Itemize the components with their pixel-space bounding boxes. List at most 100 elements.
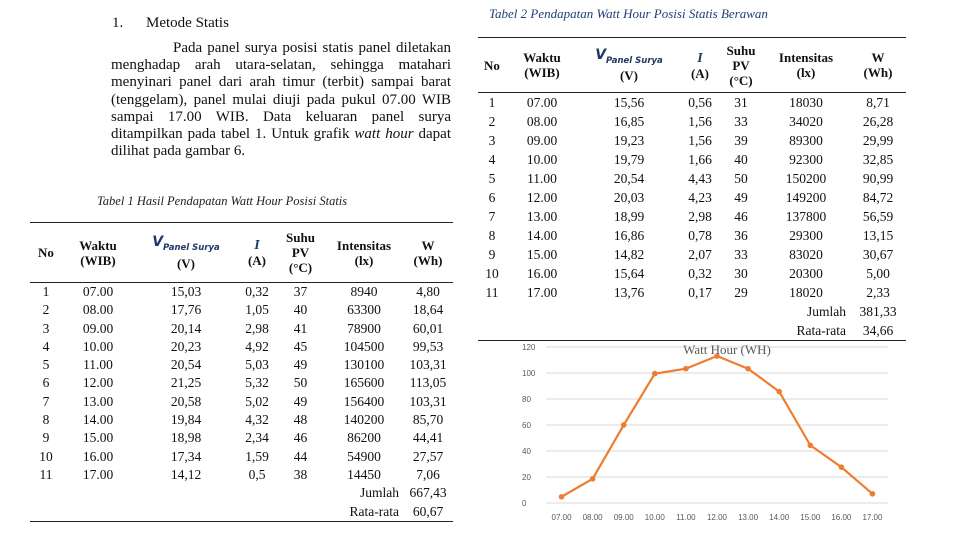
table2-header-voltage: VPanel Surya (V): [578, 37, 680, 93]
table-cell: 11: [39, 466, 53, 482]
table-cell: 39: [734, 133, 748, 148]
x-tick-label: 15.00: [800, 513, 821, 522]
table-cell: 4: [488, 152, 496, 167]
table-row: 5 11.00 20,54 5,03 49 130100 103,31: [30, 356, 453, 374]
table-cell: 10.00: [82, 338, 114, 354]
paragraph-text-2: dapat dilihat pada gambar 6.: [111, 126, 452, 160]
table-cell: 49: [734, 190, 748, 205]
body-paragraph: Pada panel surya posisi statis panel dil…: [111, 40, 451, 160]
data-point: [745, 365, 751, 372]
table-cell: 11.00: [83, 357, 113, 373]
table-cell: 0,56: [688, 95, 712, 110]
table-cell: 10.00: [526, 152, 558, 167]
table-cell: 2,98: [688, 209, 712, 224]
table-cell: 16,86: [613, 228, 645, 243]
table-cell: 11.00: [527, 171, 557, 186]
table-cell: 09.00: [82, 320, 114, 336]
table-cell: 165600: [343, 375, 385, 391]
table-cell: 50: [734, 171, 748, 186]
table-cell: 18030: [789, 95, 823, 110]
table-cell: 16,85: [613, 114, 645, 129]
table-cell: 15.00: [82, 430, 114, 446]
table-cell: 85,70: [412, 412, 444, 428]
table-cell: 0,32: [245, 284, 269, 299]
data-point: [652, 370, 658, 377]
table-cell: 7: [488, 209, 496, 224]
table-cell: 49: [293, 393, 308, 409]
table-cell: 7: [42, 393, 50, 409]
table-cell: 2: [42, 302, 50, 318]
table-row: 5 11.00 20,54 4,43 50 150200 90,99: [478, 169, 906, 188]
table-cell: 17,34: [170, 448, 202, 464]
table-cell: 1: [488, 95, 496, 110]
table-cell: 46: [734, 209, 748, 224]
table-row: 1 07.00 15,03 0,32 37 8940 4,80: [30, 283, 453, 302]
x-tick-label: 09.00: [614, 513, 635, 522]
table-cell: 13.00: [526, 209, 558, 224]
table-cell: 4,23: [688, 190, 712, 205]
table-cell: 103,31: [409, 393, 447, 409]
table-cell: 2,33: [866, 285, 890, 300]
table2: No Waktu (WIB) VPanel Surya (V) I (A) Suhu P…: [478, 37, 906, 341]
table-row: 3 09.00 19,23 1,56 39 89300 29,99: [478, 131, 906, 150]
table-cell: 11: [485, 285, 499, 300]
table-cell: 17.00: [526, 285, 558, 300]
table-cell: 15,03: [170, 284, 202, 299]
table-cell: 13.00: [82, 393, 114, 409]
table-cell: 63300: [347, 302, 381, 318]
table-row: 2 08.00 16,85 1,56 33 34020 26,28: [478, 112, 906, 131]
table-cell: 20,58: [170, 393, 202, 409]
table-cell: 38: [293, 466, 308, 482]
table-cell: 34020: [789, 114, 823, 129]
table-row: 8 14.00 19,84 4,32 48 140200 85,70: [30, 411, 453, 429]
table-cell: 21,25: [170, 375, 202, 391]
table-cell: 19,84: [170, 412, 202, 428]
table-cell: 7,06: [416, 466, 440, 482]
table-cell: 17,76: [170, 302, 202, 318]
data-point: [776, 388, 782, 395]
summary-jumlah-row: Jumlah 381,33: [478, 302, 906, 321]
y-tick-label: 0: [522, 499, 527, 508]
table-cell: 140200: [343, 412, 385, 428]
table-row: 6 12.00 20,03 4,23 49 149200 84,72: [478, 188, 906, 207]
table-cell: 8940: [350, 284, 378, 299]
table-cell: 5,03: [245, 357, 269, 373]
table-cell: 13,15: [862, 228, 894, 243]
table-row: 10 16.00 15,64 0,32 30 20300 5,00: [478, 264, 906, 283]
table-cell: 15.00: [526, 247, 558, 262]
table-cell: 36: [734, 228, 748, 243]
table-cell: 137800: [785, 209, 827, 224]
table-cell: 8: [42, 412, 50, 428]
table1-header-no: No: [30, 222, 62, 283]
y-tick-label: 120: [522, 343, 536, 352]
table-cell: 113,05: [409, 375, 447, 391]
summary-jumlah-label: Jumlah: [807, 304, 846, 319]
chart-svg: 0 20 40 60 80 100 120 07.00 08.00 09.00 10.00 11.00…: [522, 342, 888, 522]
section-number: 1.: [112, 15, 124, 31]
table-cell: 46: [293, 430, 308, 446]
table2-header-no: No: [478, 37, 506, 93]
table-cell: 40: [734, 152, 748, 167]
paragraph-text-1: Pada panel surya posisi statis panel dil…: [111, 40, 451, 143]
table-cell: 20,23: [170, 338, 202, 354]
table-cell: 14.00: [526, 228, 558, 243]
table-cell: 5,32: [245, 375, 269, 391]
summary-rata-rata-label: Rata-rata: [796, 323, 846, 338]
table-cell: 8: [488, 228, 496, 243]
table-cell: 5,00: [866, 266, 890, 281]
table-cell: 09.00: [526, 133, 558, 148]
table-row: 7 13.00 18,99 2,98 46 137800 56,59: [478, 207, 906, 226]
table-cell: 5: [488, 171, 496, 186]
table-cell: 50: [293, 375, 308, 391]
table-cell: 4: [42, 338, 50, 354]
table-cell: 0,32: [688, 266, 712, 281]
table1-header-watt: W (Wh): [403, 222, 453, 283]
table-row: 4 10.00 20,23 4,92 45 104500 99,53: [30, 338, 453, 356]
table-cell: 54900: [347, 448, 381, 464]
table-cell: 30: [734, 266, 748, 281]
y-tick-label: 60: [522, 421, 531, 430]
table1-header-current: I (A): [238, 222, 276, 283]
summary-rata-rata-row: Rata-rata 60,67: [30, 503, 453, 522]
table-cell: 4,92: [245, 338, 269, 354]
table-cell: 4,32: [245, 412, 269, 428]
